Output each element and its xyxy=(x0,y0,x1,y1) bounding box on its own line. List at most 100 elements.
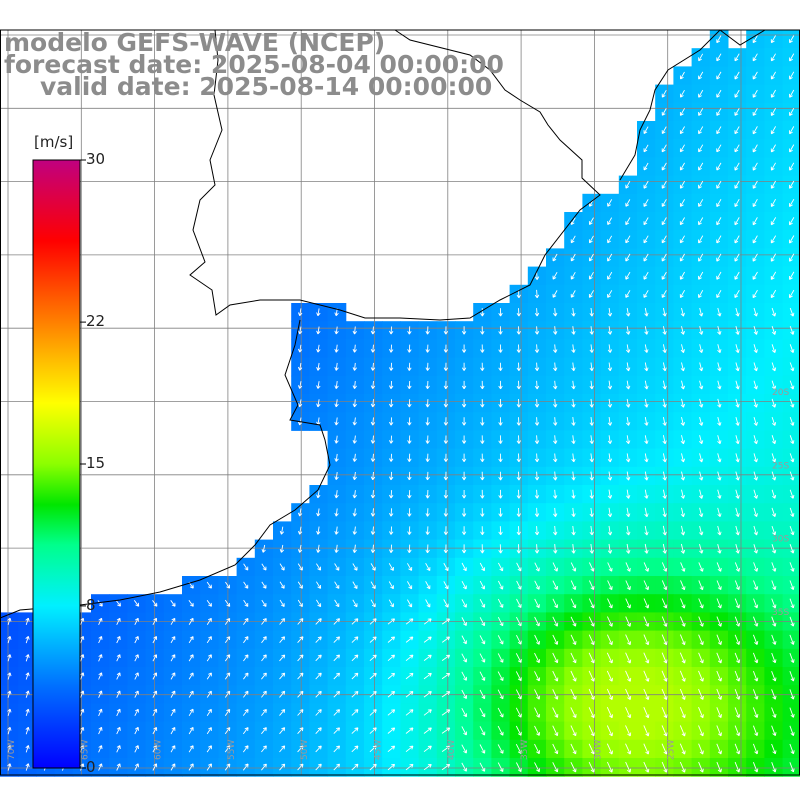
wind-arrow xyxy=(316,308,321,317)
wind-arrow xyxy=(279,526,285,535)
wind-arrow xyxy=(243,672,249,680)
wind-arrow xyxy=(679,725,686,737)
wind-arrow xyxy=(716,235,722,244)
wind-arrow xyxy=(716,126,722,135)
wind-arrow xyxy=(552,271,558,280)
wind-arrow xyxy=(479,598,486,608)
wind-arrow xyxy=(606,634,613,646)
wind-arrow xyxy=(735,416,740,426)
wind-arrow xyxy=(405,709,414,716)
wind-arrow xyxy=(534,362,540,372)
wind-arrow xyxy=(716,108,722,116)
wind-arrow xyxy=(316,490,321,499)
speed-cell xyxy=(782,412,800,431)
wind-arrow xyxy=(661,707,668,719)
wind-arrow xyxy=(498,562,504,572)
wind-arrow xyxy=(734,580,740,591)
wind-arrow xyxy=(735,471,740,481)
wind-arrow xyxy=(443,399,449,408)
wind-arrow xyxy=(734,725,741,737)
wind-arrow xyxy=(607,271,613,280)
wind-arrow xyxy=(571,307,576,317)
wind-arrow xyxy=(789,71,795,80)
wind-arrow xyxy=(680,362,685,372)
wind-arrow xyxy=(261,654,267,662)
wind-arrow xyxy=(552,562,558,572)
wind-arrow xyxy=(80,654,85,662)
wind-arrow xyxy=(516,526,521,536)
wind-arrow xyxy=(534,598,540,609)
wind-arrow xyxy=(752,89,758,98)
wind-arrow xyxy=(789,416,795,426)
wind-arrow xyxy=(316,544,321,553)
wind-arrows xyxy=(7,35,795,773)
wind-arrow xyxy=(405,763,414,771)
wind-arrow xyxy=(279,727,286,735)
wind-arrow xyxy=(188,727,194,735)
wind-arrow xyxy=(625,217,631,226)
wind-arrow xyxy=(387,672,396,680)
wind-arrow xyxy=(98,617,103,625)
wind-arrow xyxy=(441,691,451,698)
wind-arrow xyxy=(389,526,394,535)
wind-arrow xyxy=(387,709,396,716)
wind-arrow xyxy=(717,307,722,317)
wind-arrow xyxy=(497,616,504,627)
wind-arrow xyxy=(425,344,430,353)
wind-arrow xyxy=(188,636,194,644)
wind-arrow xyxy=(297,326,303,335)
wind-arrow xyxy=(188,763,194,771)
wind-arrow xyxy=(716,652,722,664)
wind-arrow xyxy=(662,326,667,335)
wind-arrow xyxy=(461,362,467,371)
wind-arrow xyxy=(443,362,449,371)
wind-arrow xyxy=(679,688,686,700)
wind-arrow xyxy=(589,471,594,481)
wind-arrow xyxy=(461,707,468,718)
wind-arrow xyxy=(423,709,432,716)
wind-arrow xyxy=(315,709,322,716)
wind-arrow xyxy=(369,727,377,734)
wind-arrow xyxy=(243,599,249,607)
wind-arrow xyxy=(643,290,649,298)
longitude-label: 60W xyxy=(154,740,164,760)
wind-arrow xyxy=(570,743,577,755)
speed-cell xyxy=(782,394,800,413)
wind-arrow xyxy=(734,180,740,189)
wind-arrow xyxy=(753,453,758,463)
longitude-label: 65W xyxy=(80,740,90,760)
wind-arrow xyxy=(571,344,576,353)
lat-lon-grid xyxy=(0,29,800,776)
wind-arrow xyxy=(680,380,686,390)
wind-arrow xyxy=(334,563,340,571)
wind-arrow xyxy=(752,253,758,262)
wind-arrow xyxy=(297,544,303,553)
forecast-date: forecast date: 2025-08-04 00:00:00 xyxy=(4,50,504,79)
wind-arrow xyxy=(334,362,339,371)
wind-arrow xyxy=(735,362,740,372)
wind-arrow xyxy=(407,435,412,444)
wind-arrow xyxy=(662,398,667,408)
wind-arrow xyxy=(405,636,414,643)
wind-arrow xyxy=(588,707,595,719)
wind-arrow xyxy=(315,745,322,753)
wind-arrow xyxy=(607,307,613,317)
wind-arrow xyxy=(134,726,139,735)
wind-arrow xyxy=(679,707,686,719)
wind-arrow xyxy=(625,380,631,390)
wind-arrow xyxy=(717,416,722,426)
wind-arrow xyxy=(588,761,595,773)
wind-arrow xyxy=(389,417,394,426)
wind-arrow xyxy=(679,761,686,773)
wind-arrow xyxy=(553,380,558,390)
wind-arrow xyxy=(753,325,758,335)
wind-arrow xyxy=(753,344,758,354)
wind-arrow xyxy=(588,562,595,572)
colorbar-tick-label: 0 xyxy=(86,758,96,776)
wind-arrow xyxy=(606,707,613,719)
longitude-label: 50W xyxy=(300,740,310,760)
wind-arrow xyxy=(644,380,649,390)
wind-arrow xyxy=(352,599,358,608)
speed-cell xyxy=(782,485,800,504)
wind-arrow xyxy=(297,399,303,408)
